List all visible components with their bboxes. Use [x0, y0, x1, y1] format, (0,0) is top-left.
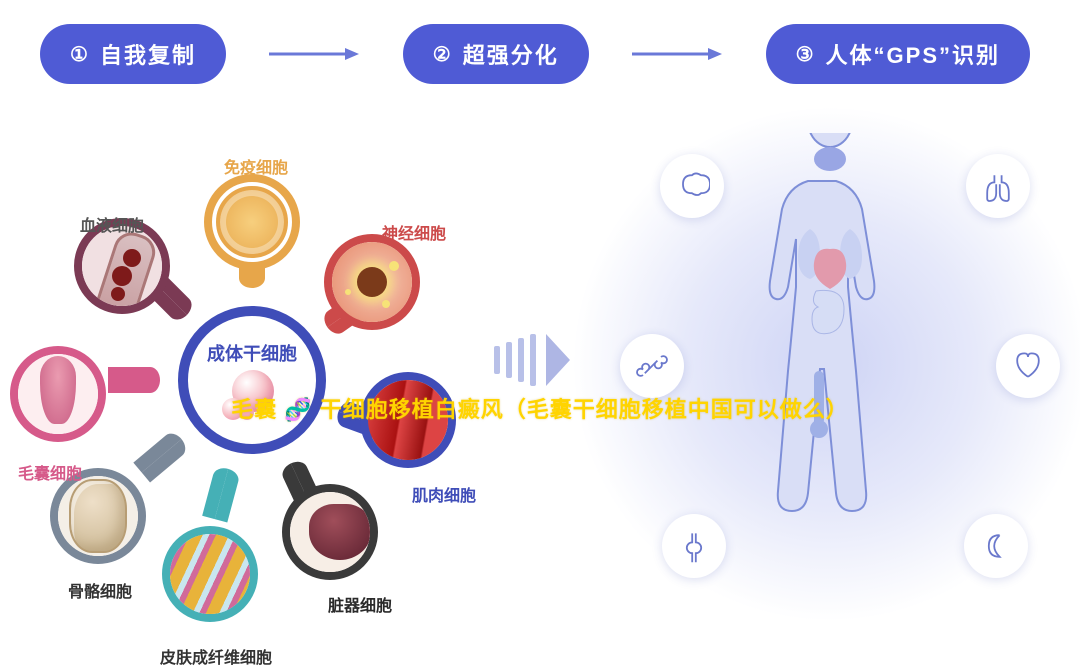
spoke-nerve [324, 234, 420, 330]
transfer-bar [518, 338, 524, 382]
guts-internal-icon [812, 291, 844, 334]
hub-center: 成体干细胞 [178, 306, 326, 454]
immune-cell-icon [212, 182, 292, 262]
arrow-2 [599, 44, 756, 64]
step-1-label: 自我复制 [100, 38, 196, 70]
transfer-tri [546, 334, 570, 386]
spoke-label-organ: 脏器细胞 [328, 592, 392, 616]
muscle-cell-icon [368, 380, 448, 460]
spoke-organ [282, 484, 378, 580]
femur-internal-icon [814, 371, 824, 425]
transfer-bar [506, 342, 512, 378]
content: 免疫细胞神经细胞肌肉细胞脏器细胞皮肤成纤维细胞骨骼细胞毛囊细胞血液细胞 成体干细… [0, 104, 1080, 644]
step-2-num: ② [433, 42, 453, 67]
transfer-arrow [494, 334, 570, 386]
bone-chip [620, 334, 684, 398]
spoke-label-muscle: 肌肉细胞 [412, 482, 476, 506]
step-2-pill: ② 超强分化 [403, 24, 589, 84]
step-1-num: ① [70, 42, 90, 67]
skin-cell-icon [170, 534, 250, 614]
stem-cell-icon [222, 370, 282, 420]
connector-hair [108, 367, 160, 393]
connector-skin [202, 466, 241, 523]
joint-chip [662, 514, 726, 578]
arrow-1 [236, 44, 393, 64]
spoke-label-immune: 免疫细胞 [224, 154, 288, 178]
spoke-label-skin: 皮肤成纤维细胞 [160, 644, 272, 668]
bone-cell-icon [58, 476, 138, 556]
organ-cell-icon [290, 492, 370, 572]
step-1-pill: ① 自我复制 [40, 24, 226, 84]
step-3-num: ③ [796, 42, 816, 67]
lungs-chip [966, 154, 1030, 218]
spoke-label-nerve: 神经细胞 [382, 220, 446, 244]
cell-hub-diagram: 免疫细胞神经细胞肌肉细胞脏器细胞皮肤成纤维细胞骨骼细胞毛囊细胞血液细胞 成体干细… [10, 124, 490, 664]
step-2-label: 超强分化 [463, 38, 559, 70]
spoke-label-blood: 血液细胞 [80, 212, 144, 236]
spoke-label-bone: 骨骼细胞 [68, 578, 132, 602]
human-body-icon [730, 133, 930, 573]
step-3-pill: ③ 人体“GPS”识别 [766, 24, 1030, 84]
header: ① 自我复制 ② 超强分化 ③ 人体“GPS”识别 [0, 0, 1080, 104]
brain-chip [660, 154, 724, 218]
blood-cell-icon [82, 226, 162, 306]
spoke-label-hair: 毛囊细胞 [18, 460, 82, 484]
kidney-chip [964, 514, 1028, 578]
step-3-label: 人体“GPS”识别 [826, 38, 1000, 70]
transfer-bar [530, 334, 536, 386]
heart-chip [996, 334, 1060, 398]
hub-center-label: 成体干细胞 [207, 340, 297, 366]
spoke-hair [10, 346, 106, 442]
connector-bone [133, 429, 190, 482]
brain-internal-icon [814, 147, 846, 171]
transfer-bar [494, 346, 500, 374]
body-panel [590, 114, 1070, 634]
spoke-immune [204, 174, 300, 270]
nerve-cell-icon [332, 242, 412, 322]
spoke-muscle [360, 372, 456, 468]
spoke-skin [162, 526, 258, 622]
hair-cell-icon [18, 354, 98, 434]
